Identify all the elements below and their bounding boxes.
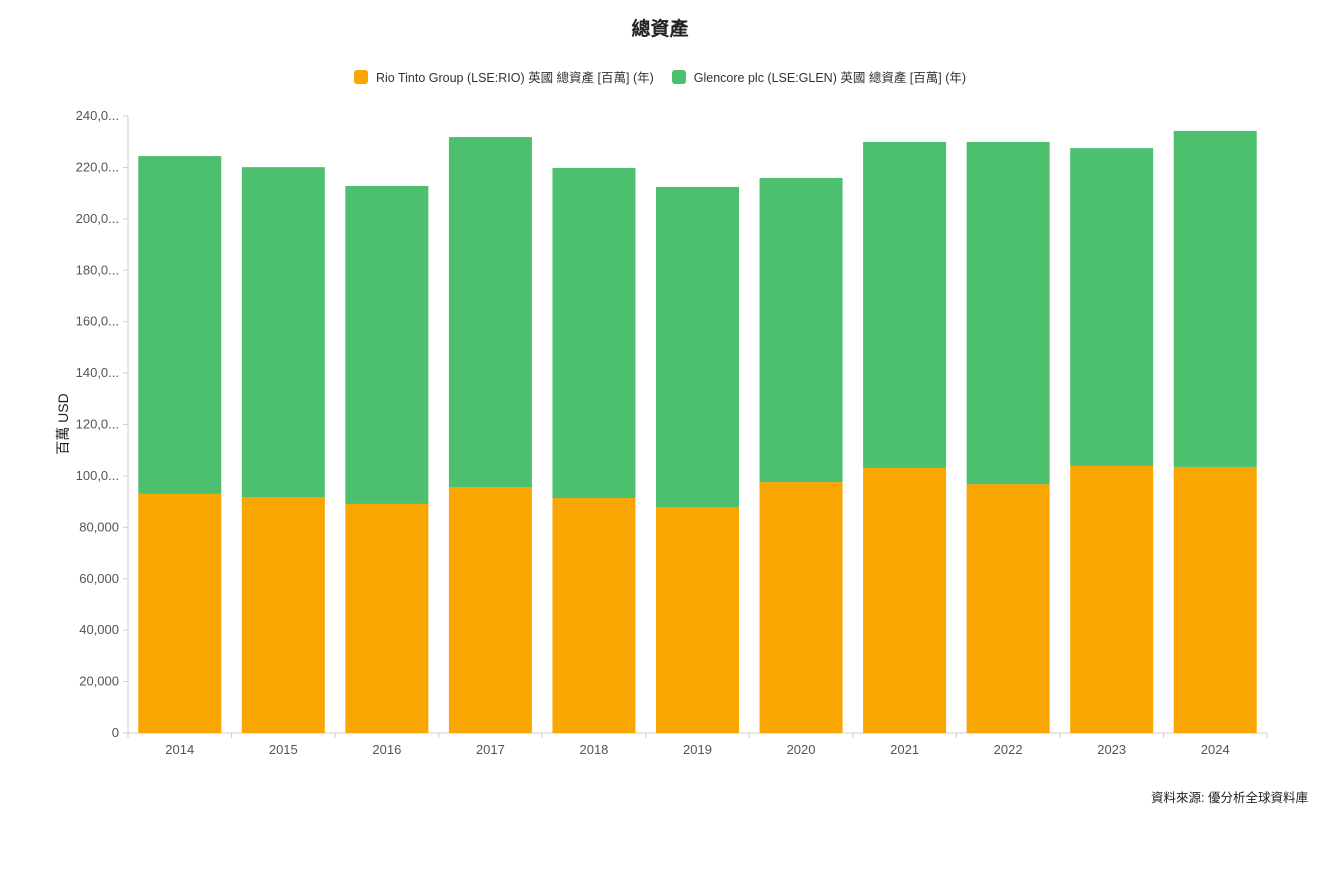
- x-tick-label: 2017: [476, 742, 505, 757]
- bar-rio-2022: [966, 484, 1050, 733]
- y-tick-label: 180,0...: [76, 262, 119, 277]
- bar-glencore-2023: [1070, 148, 1154, 466]
- bar-rio-2023: [1070, 465, 1154, 733]
- x-tick-label: 2018: [579, 742, 608, 757]
- y-tick-label: 240,0...: [76, 108, 119, 123]
- bar-rio-2020: [759, 482, 843, 733]
- bar-rio-2014: [138, 493, 222, 733]
- y-tick-label: 100,0...: [76, 468, 119, 483]
- y-tick-label: 200,0...: [76, 211, 119, 226]
- bar-glencore-2020: [759, 177, 843, 483]
- bar-glencore-2024: [1173, 130, 1257, 467]
- y-tick-label: 20,000: [79, 674, 119, 689]
- legend-label-glencore: Glencore plc (LSE:GLEN) 英國 總資產 [百萬] (年): [693, 71, 967, 85]
- legend: Rio Tinto Group (LSE:RIO) 英國 總資產 [百萬] (年…: [0, 67, 1320, 86]
- bar-glencore-2019: [656, 186, 739, 508]
- x-tick-label: 2020: [787, 742, 816, 757]
- bar-rio-2017: [448, 486, 532, 733]
- x-tick-label: 2014: [165, 742, 194, 757]
- bar-glencore-2016: [345, 185, 429, 504]
- y-tick-label: 140,0...: [76, 365, 119, 380]
- bar-glencore-2014: [138, 156, 222, 494]
- x-tick-label: 2023: [1097, 742, 1126, 757]
- x-tick-label: 2022: [994, 742, 1023, 757]
- x-tick-label: 2016: [372, 742, 401, 757]
- chart-title: 總資產: [631, 19, 689, 40]
- y-tick-label: 40,000: [79, 622, 119, 637]
- x-tick-label: 2021: [890, 742, 919, 757]
- y-tick-label: 60,000: [79, 571, 119, 586]
- y-tick-label: 220,0...: [76, 159, 119, 174]
- bar-rio-2021: [863, 467, 947, 733]
- legend-item-glencore[interactable]: Glencore plc (LSE:GLEN) 英國 總資產 [百萬] (年): [671, 67, 967, 86]
- legend-swatch-rio: [353, 69, 368, 84]
- y-tick-label: 120,0...: [76, 417, 119, 432]
- legend-item-rio[interactable]: Rio Tinto Group (LSE:RIO) 英國 總資產 [百萬] (年…: [353, 67, 654, 86]
- bar-glencore-2022: [966, 141, 1050, 485]
- bar-glencore-2015: [241, 167, 325, 497]
- bar-rio-2015: [241, 496, 325, 733]
- bar-rio-2016: [345, 503, 429, 733]
- bar-rio-2024: [1173, 466, 1257, 733]
- x-tick-label: 2024: [1201, 742, 1230, 757]
- bar-glencore-2017: [448, 137, 532, 487]
- x-tick-label: 2015: [269, 742, 298, 757]
- bar-glencore-2021: [863, 141, 947, 468]
- bar-rio-2019: [656, 507, 739, 733]
- y-tick-label: 0: [112, 725, 119, 740]
- x-tick-label: 2019: [683, 742, 712, 757]
- y-tick-label: 160,0...: [76, 314, 119, 329]
- source-note: 資料來源: 優分析全球資料庫: [1151, 791, 1308, 805]
- bar-glencore-2018: [552, 167, 636, 499]
- bar-rio-2018: [552, 498, 636, 733]
- y-axis-label: 百萬 USD: [55, 393, 71, 454]
- legend-swatch-glencore: [671, 69, 686, 84]
- legend-label-rio: Rio Tinto Group (LSE:RIO) 英國 總資產 [百萬] (年…: [375, 71, 654, 85]
- y-tick-label: 80,000: [79, 519, 119, 534]
